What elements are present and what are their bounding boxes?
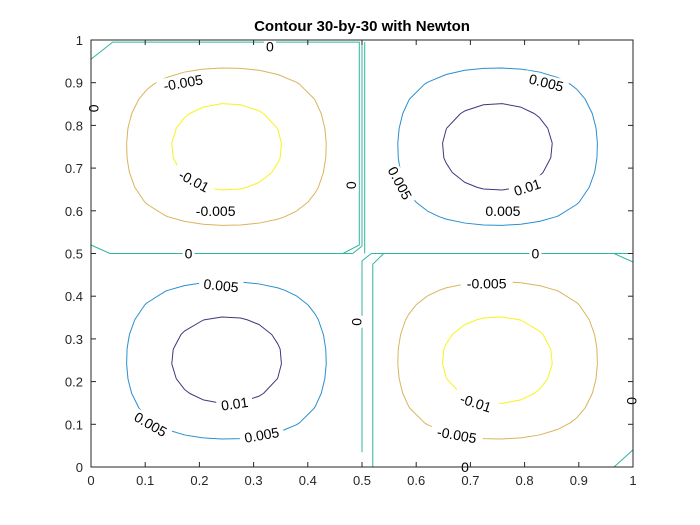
- contour-label: 0: [86, 104, 102, 112]
- chart-title: Contour 30-by-30 with Newton: [254, 18, 470, 35]
- y-tick-label: 0.6: [65, 204, 83, 219]
- x-tick-label: 0: [87, 473, 94, 488]
- contour-zero-outline: [372, 262, 634, 468]
- y-tick-label: 0: [76, 460, 83, 475]
- y-tick-label: 0.9: [65, 76, 83, 91]
- x-axis-ticks: 0 0.1 0.2 0.3 0.4 0.5 0.6 0.7 0.8 0.9 1: [87, 40, 637, 488]
- contour-label-bg: [182, 246, 195, 261]
- x-tick-label: 0.9: [570, 473, 588, 488]
- contour-label-bg: [429, 423, 484, 447]
- contour-label-bg: [198, 275, 244, 296]
- contour-label: 0: [349, 318, 365, 326]
- contour-label-bg: [349, 315, 365, 328]
- contour-label-bg: [238, 423, 285, 447]
- contour-label: 0.005: [243, 424, 280, 446]
- contour-label-bg: [480, 203, 525, 219]
- y-tick-label: 0.7: [65, 161, 83, 176]
- contour-label: 0.005: [385, 164, 416, 203]
- x-tick-label: 0.5: [353, 473, 371, 488]
- y-tick-label: 0.2: [65, 375, 83, 390]
- contour-label: 0.005: [485, 203, 520, 219]
- x-tick-label: 0.6: [407, 473, 425, 488]
- contour-label: 0.005: [527, 71, 565, 95]
- y-axis-ticks: 0 0.1 0.2 0.3 0.4 0.5 0.6 0.7 0.8 0.9 1: [65, 33, 633, 475]
- x-tick-label: 0.2: [190, 473, 208, 488]
- x-tick-label: 0.8: [516, 473, 534, 488]
- contour-label-bg: [382, 160, 417, 206]
- x-tick-label: 0.3: [245, 473, 263, 488]
- contour-label: -0.005: [436, 424, 478, 447]
- contour-zero-outline: [90, 41, 360, 254]
- contour-label-bg: [127, 406, 174, 442]
- contour-labels: 0 -0.005 0 -0.01 -0.005 0 0.005 0.005 0.01 0.005 0…: [86, 38, 640, 475]
- contour-label: 0: [343, 181, 359, 189]
- contour-label-bg: [171, 163, 217, 198]
- contour-zero-outline: [372, 253, 634, 467]
- contour-label-bg: [156, 70, 211, 95]
- contour-label: 0: [185, 246, 193, 262]
- y-tick-label: 0.3: [65, 332, 83, 347]
- contour-label-bg: [86, 102, 102, 115]
- contour-lines: [90, 40, 634, 468]
- contour-label: -0.005: [467, 275, 507, 291]
- x-tick-label: 0.7: [461, 473, 479, 488]
- y-tick-label: 0.8: [65, 118, 83, 133]
- contour-label: 0.01: [220, 394, 249, 414]
- contour-label-bg: [215, 393, 254, 414]
- contour-label-bg: [460, 275, 513, 291]
- contour-label-bg: [343, 179, 359, 192]
- contour-label-bg: [623, 394, 639, 407]
- contour-label: 0: [623, 397, 639, 405]
- contour-label: 0: [266, 38, 274, 54]
- contour-label: 0.005: [131, 409, 170, 440]
- contour-label: -0.01: [458, 390, 493, 415]
- contour-label: 0.005: [203, 276, 240, 296]
- y-tick-label: 1: [76, 33, 83, 48]
- contour-label: 0: [532, 246, 540, 262]
- contour-label-bg: [263, 38, 276, 54]
- contour-label-bg: [189, 203, 242, 219]
- contour-label-bg: [452, 389, 500, 417]
- contour-label-bg: [523, 70, 570, 96]
- y-tick-label: 0.5: [65, 247, 83, 262]
- contour-label: -0.005: [196, 203, 236, 219]
- x-tick-label: 0.1: [136, 473, 154, 488]
- x-tick-label: 0.4: [299, 473, 317, 488]
- contour-label: 0.01: [512, 175, 543, 199]
- y-tick-label: 0.4: [65, 289, 83, 304]
- contour-label: -0.005: [162, 71, 204, 94]
- y-tick-label: 0.1: [65, 417, 83, 432]
- contour-label-bg: [529, 246, 542, 261]
- x-tick-label: 1: [629, 473, 636, 488]
- contour-label-bg: [507, 174, 547, 201]
